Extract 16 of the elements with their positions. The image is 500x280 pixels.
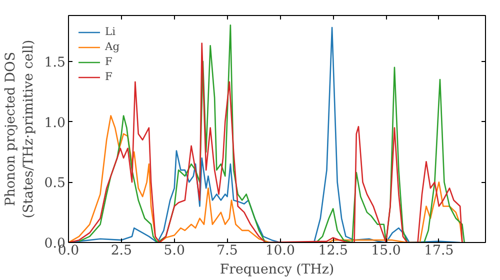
x-tick-label: 2.5 <box>110 244 132 258</box>
x-tick-label: 7.5 <box>216 244 238 258</box>
x-tick-label: 17.5 <box>424 244 454 258</box>
legend-label: Li <box>105 25 116 38</box>
y-tick-label: 0.5 <box>44 176 66 192</box>
legend-label: Ag <box>105 40 121 53</box>
y-tick-label: 1.5 <box>44 55 66 70</box>
x-tick-label: 5.0 <box>164 244 185 258</box>
legend-label: F <box>105 70 114 83</box>
x-tick-label: 10.0 <box>265 244 296 258</box>
y-tick-label: 1.0 <box>44 116 66 131</box>
y-axis-title: Phonon projected DOS (States/THz·primitive cell) <box>3 40 36 218</box>
x-tick-label: 15.0 <box>371 244 401 258</box>
legend-label: F <box>105 55 114 68</box>
x-axis-title: Frequency (THz) <box>220 262 334 278</box>
x-tick-label: 12.5 <box>318 244 348 258</box>
